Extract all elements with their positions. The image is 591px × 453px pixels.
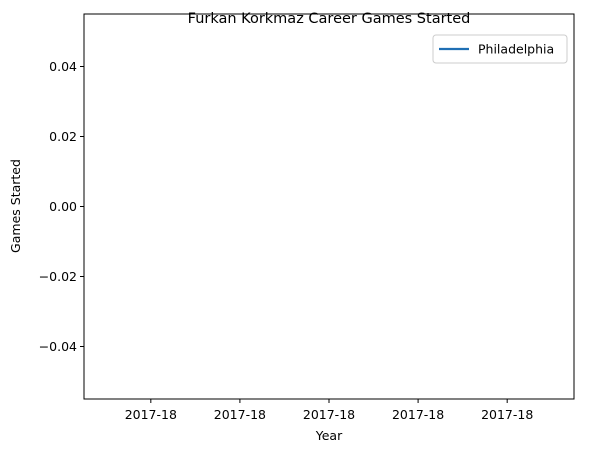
y-tick-label: −0.02 [39,269,77,284]
x-tick-label: 2017-18 [303,407,355,422]
y-tick-label: 0.00 [49,199,77,214]
y-axis-ticks: −0.04 −0.02 0.00 0.02 0.04 [39,59,84,354]
plot-area-background [84,14,574,399]
x-axis-title: Year [315,428,343,443]
x-axis-ticks: 2017-18 2017-18 2017-18 2017-18 2017-18 [125,399,534,422]
chart-title: Furkan Korkmaz Career Games Started [188,11,471,27]
legend: Philadelphia [433,35,567,63]
y-tick-label: 0.02 [49,129,77,144]
x-tick-label: 2017-18 [125,407,177,422]
x-tick-label: 2017-18 [214,407,266,422]
x-tick-label: 2017-18 [481,407,533,422]
y-axis-title: Games Started [8,159,23,253]
legend-label-philadelphia: Philadelphia [478,42,554,57]
y-tick-label: −0.04 [39,339,77,354]
x-tick-label: 2017-18 [392,407,444,422]
y-tick-label: 0.04 [49,59,77,74]
